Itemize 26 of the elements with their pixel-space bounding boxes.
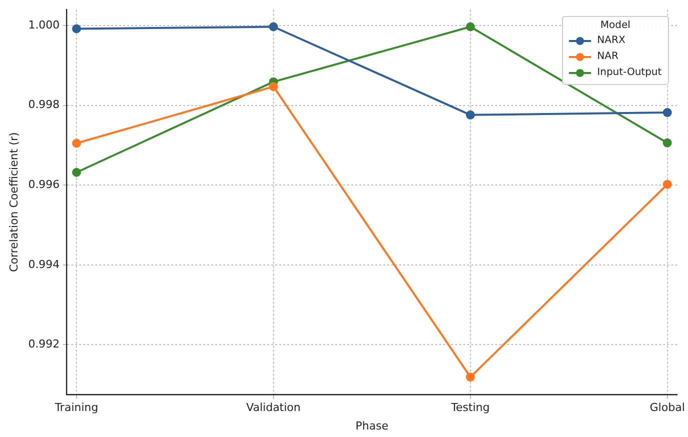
- y-tick-label: 0.992: [28, 338, 60, 351]
- y-axis-title: Correlation Coefficient (r): [7, 132, 20, 272]
- point: [662, 180, 672, 189]
- legend-label: NAR: [597, 51, 618, 62]
- point: [466, 110, 475, 120]
- point: [662, 108, 672, 118]
- point: [268, 82, 278, 92]
- y-tick-label: 0.996: [28, 178, 60, 192]
- y-tick-label: 1.000: [28, 18, 60, 32]
- point: [72, 138, 82, 148]
- point: [72, 168, 82, 177]
- x-tick-label: Global: [650, 401, 685, 414]
- x-tick-label: Testing: [450, 401, 490, 414]
- point: [662, 138, 672, 148]
- x-axis-title: Phase: [356, 419, 389, 432]
- legend-title: Model: [599, 20, 632, 31]
- legend-label: NARX: [597, 35, 626, 46]
- x-tick-label: Validation: [246, 401, 301, 414]
- point: [466, 372, 475, 382]
- point: [72, 24, 82, 34]
- y-tick-label: 0.998: [28, 98, 60, 112]
- point: [466, 22, 475, 32]
- legend-label: Input-Output: [597, 67, 662, 78]
- point: [268, 22, 278, 32]
- y-tick-label: 0.994: [28, 258, 60, 271]
- x-tick-label: Training: [54, 401, 98, 414]
